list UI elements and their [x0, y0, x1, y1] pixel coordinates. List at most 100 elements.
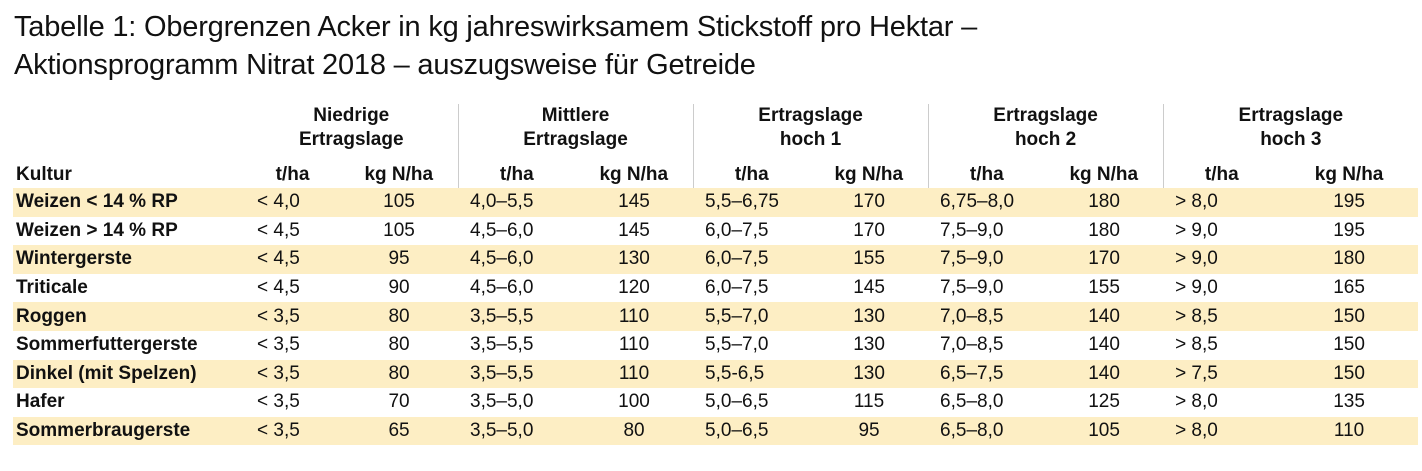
crop-name: Weizen < 14 % RP [13, 188, 245, 217]
yield-cell: 3,5–5,5 [470, 334, 534, 356]
crop-name: Weizen > 14 % RP [16, 219, 178, 241]
nitrogen-cell: 135 [1333, 391, 1365, 413]
yield-cell: < 3,5 [257, 334, 300, 356]
nitrogen-cell: 170 [1045, 245, 1164, 274]
yield-cell: 3,5–5,0 [458, 416, 576, 446]
nitrogen-cell: 80 [340, 302, 459, 331]
group-header-line: Ertragslage [758, 105, 863, 126]
group-header-line: hoch 1 [779, 129, 842, 150]
title: Tabelle 1: Obergrenzen Acker in kg jahre… [14, 8, 977, 84]
table-row: Weizen < 14 % RP < 4,0 105 4,0–5,5 145 5,5–6,… [13, 188, 1419, 217]
nitrogen-cell: 170 [810, 188, 929, 217]
nitrogen-cell: 95 [810, 416, 929, 446]
nitrogen-cell: 180 [1045, 188, 1164, 217]
nitrogen-cell: 155 [1088, 277, 1120, 299]
nitrogen-cell: 80 [388, 334, 410, 356]
yield-cell: > 8,0 [1175, 391, 1218, 413]
yield-cell: > 8,5 [1163, 302, 1281, 331]
yield-cell: 7,5–9,0 [940, 219, 1004, 241]
yield-cell: < 3,5 [245, 359, 340, 389]
group-header: Niedrige Ertragslage [245, 104, 458, 158]
yield-cell: > 9,0 [1175, 277, 1218, 299]
yield-cell: 4,0–5,5 [458, 188, 576, 217]
yield-cell: < 4,0 [245, 188, 340, 217]
yield-cell: 7,0–8,5 [928, 302, 1046, 331]
nitrogen-cell: 145 [853, 277, 885, 299]
nitrogen-cell: 95 [340, 245, 459, 274]
yield-cell: 6,5–7,5 [928, 359, 1046, 389]
yield-cell: > 9,0 [1175, 219, 1218, 241]
yield-cell: 6,0–7,5 [705, 219, 769, 241]
nitrogen-cell: 130 [853, 334, 885, 356]
table-row: Dinkel (mit Spelzen) < 3,5 80 3,5–5,5 110 5,5… [13, 359, 1419, 389]
unit-header: kg N/ha [1314, 164, 1384, 185]
nitrogen-cell: 180 [1280, 245, 1419, 274]
nitrogen-cell: 105 [340, 188, 459, 217]
table-row: Sommerbraugerste < 3,5 65 3,5–5,0 80 5,0–6,5 9… [13, 416, 1419, 446]
yield-cell: 4,5–6,0 [470, 277, 534, 299]
group-header-row: Niedrige Ertragslage Mittlere Ertragslage Er… [13, 104, 1419, 158]
table: Niedrige Ertragslage Mittlere Ertragslage Er… [13, 104, 1419, 446]
unit-header: kg N/ha [1069, 164, 1139, 185]
nitrogen-cell: 110 [575, 302, 694, 331]
yield-cell: 3,5–5,5 [458, 302, 576, 331]
crop-name: Wintergerste [13, 245, 245, 274]
crop-name: Roggen [13, 302, 245, 331]
nitrogen-cell: 105 [383, 219, 415, 241]
group-header: Mittlere Ertragslage [457, 104, 694, 158]
group-header-line: Ertragslage [993, 105, 1098, 126]
spacer [13, 104, 245, 158]
group-header-line: hoch 3 [1260, 129, 1322, 150]
yield-cell: 6,0–7,5 [693, 245, 811, 274]
unit-header: t/ha [692, 158, 811, 188]
yield-cell: < 3,5 [245, 416, 340, 446]
unit-header: t/ha [275, 164, 310, 185]
table-row: Sommerfuttergerste < 3,5 80 3,5–5,5 110 5,5–7… [13, 331, 1418, 360]
yield-cell: 7,5–9,0 [940, 277, 1004, 299]
nitrogen-cell: 155 [810, 245, 929, 274]
nitrogen-cell: 80 [340, 359, 459, 389]
group-header: Ertragslage hoch 1 [692, 104, 929, 158]
nitrogen-cell: 150 [1280, 359, 1419, 389]
column-header: Kultur [16, 164, 72, 185]
table-row: Roggen < 3,5 80 3,5–5,5 110 5,5–7,0 130 7,0–8,5… [13, 302, 1419, 331]
nitrogen-cell: 110 [1280, 416, 1419, 446]
nitrogen-cell: 145 [618, 219, 650, 241]
crop-name: Sommerbraugerste [13, 416, 245, 446]
nitrogen-cell: 90 [388, 277, 410, 299]
table-body: Weizen < 14 % RP < 4,0 105 4,0–5,5 145 5,5–6,… [13, 188, 1419, 446]
title-line: Aktionsprogramm Nitrat 2018 – auszugswei… [14, 49, 756, 81]
yield-cell: > 8,0 [1163, 416, 1281, 446]
yield-cell: 6,5–8,0 [928, 416, 1046, 446]
crop-name: Hafer [16, 391, 65, 413]
group-header: Ertragslage hoch 2 [927, 104, 1164, 158]
table-row: Weizen > 14 % RP < 4,5 105 4,5–6,0 145 6,0–7,… [13, 217, 1418, 246]
group-header: Ertragslage hoch 3 [1162, 104, 1419, 158]
nitrogen-cell: 150 [1280, 302, 1419, 331]
yield-cell: > 9,0 [1163, 245, 1281, 274]
nitrogen-cell: 145 [575, 188, 694, 217]
yield-cell: > 8,0 [1163, 188, 1281, 217]
yield-cell: 5,0–6,5 [705, 391, 769, 413]
nitrogen-cell: 165 [1333, 277, 1365, 299]
crop-name: Triticale [16, 277, 88, 299]
nitrogen-cell: 110 [575, 359, 694, 389]
yield-cell: 5,5–6,75 [693, 188, 811, 217]
nitrogen-cell: 130 [810, 359, 929, 389]
yield-cell: 6,0–7,5 [705, 277, 769, 299]
nitrogen-cell: 105 [1045, 416, 1164, 446]
nitrogen-cell: 110 [618, 334, 650, 356]
yield-cell: > 7,5 [1163, 359, 1281, 389]
unit-header: t/ha [927, 158, 1046, 188]
nitrogen-cell: 130 [575, 245, 694, 274]
yield-cell: 4,5–6,0 [470, 219, 534, 241]
group-header-line: Ertragslage [523, 129, 628, 150]
yield-cell: < 4,5 [257, 277, 300, 299]
nitrogen-cell: 140 [1045, 302, 1164, 331]
yield-cell: 6,5–8,0 [940, 391, 1004, 413]
yield-cell: 5,5–7,0 [693, 302, 811, 331]
yield-cell: 5,5-6,5 [693, 359, 811, 389]
table-row: Hafer < 3,5 70 3,5–5,0 100 5,0–6,5 115 6,5–8,0 1… [13, 388, 1418, 417]
